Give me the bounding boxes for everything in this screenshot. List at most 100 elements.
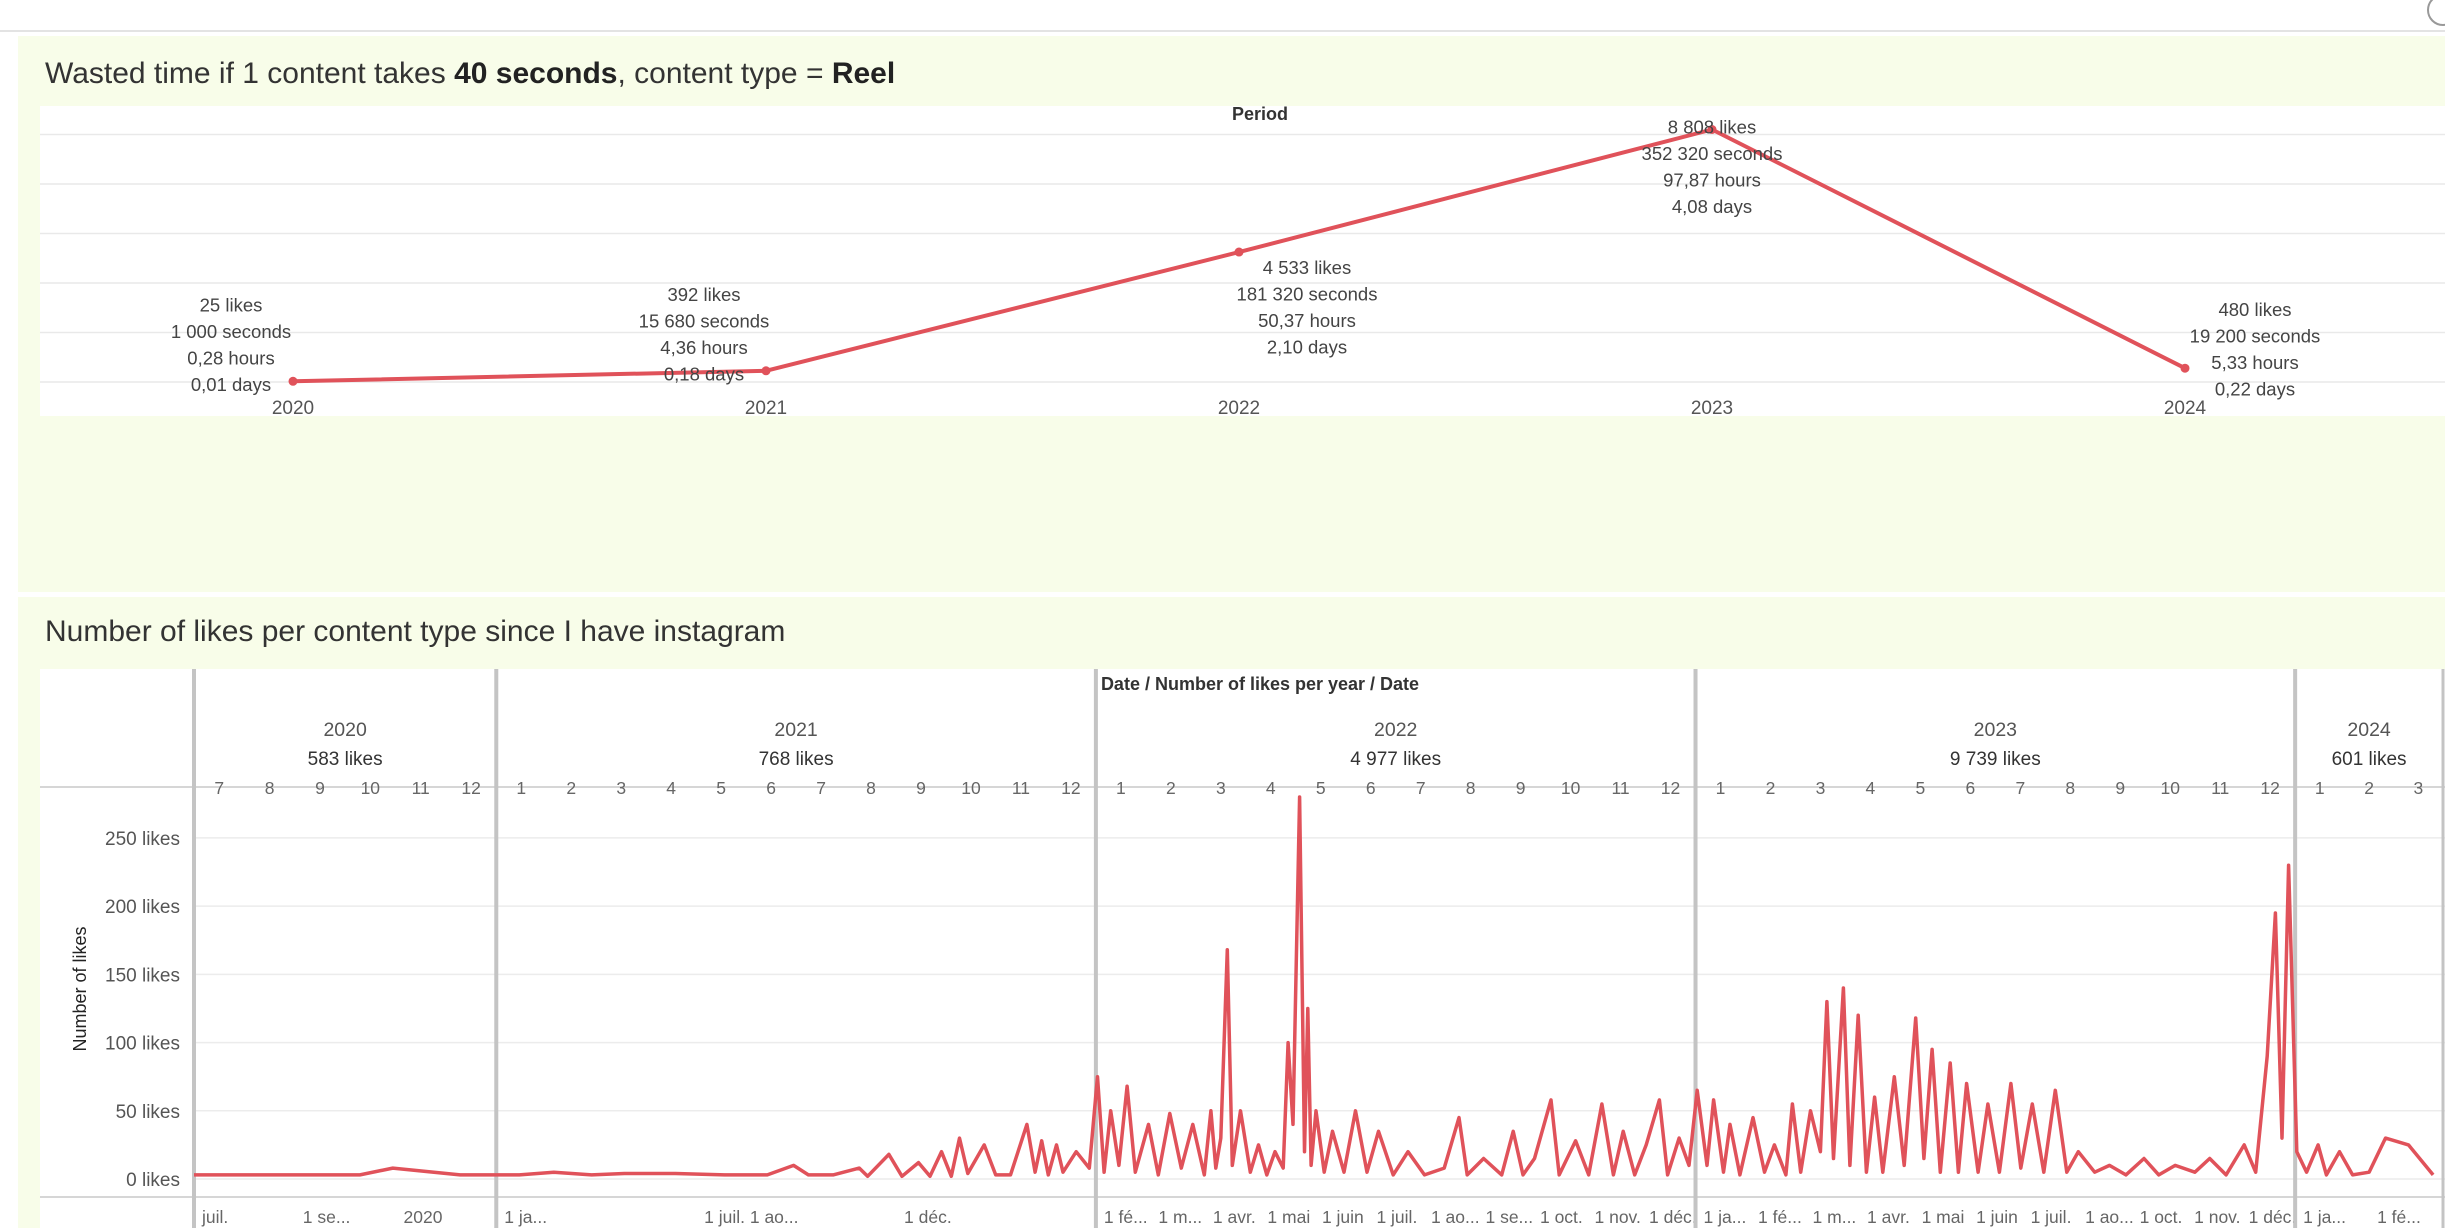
data-label-2023: 352 320 seconds (1642, 143, 1783, 164)
date-axis-label: 1 déc. (904, 1207, 952, 1227)
data-label-2024: 5,33 hours (2211, 352, 2298, 373)
month-label: 6 (766, 778, 776, 798)
month-label: 9 (916, 778, 926, 798)
date-axis-label: 1 mai (1922, 1207, 1965, 1227)
month-label: 7 (214, 778, 224, 798)
data-point-2021 (761, 366, 771, 376)
date-axis-label: 1 ja... (1704, 1207, 1747, 1227)
date-axis-label: 1 déc. (1649, 1207, 1697, 1227)
plot-area (40, 106, 2445, 416)
month-label: 9 (2115, 778, 2125, 798)
date-axis-label: 1 se... (303, 1207, 351, 1227)
y-axis-title: Number of likes (70, 926, 90, 1051)
month-label: 4 (666, 778, 676, 798)
month-label: 11 (412, 778, 430, 798)
y-tick-label: 50 likes (116, 1102, 180, 1123)
year-total-2020: 583 likes (308, 749, 383, 770)
data-label-2024: 19 200 seconds (2190, 326, 2321, 347)
month-label: 5 (716, 778, 726, 798)
date-axis-label: 1 avr. (1867, 1207, 1910, 1227)
date-axis-label: 1 ao... (1431, 1207, 1480, 1227)
data-label-2023: 97,87 hours (1663, 170, 1761, 191)
month-label: 10 (2160, 778, 2180, 798)
date-header: Date / Number of likes per year / Date (1101, 674, 1419, 694)
month-label: 4 (1266, 778, 1276, 798)
data-point-2022 (1234, 247, 1244, 257)
x-tick-2020: 2020 (272, 398, 314, 419)
data-point-2023 (1707, 125, 1717, 135)
data-label-2024: 0,22 days (2215, 379, 2295, 400)
date-axis-label: 1 nov. (1595, 1207, 1641, 1227)
month-label: 12 (1061, 778, 1080, 798)
month-label: 10 (361, 778, 381, 798)
year-total-2021: 768 likes (759, 749, 834, 770)
title-middle: , content type = (617, 57, 832, 90)
y-tick-label: 250 likes (105, 829, 180, 850)
circle-icon (2427, 0, 2445, 26)
data-label-2021: 15 680 seconds (639, 310, 770, 331)
data-label-2023: 4,08 days (1672, 196, 1752, 217)
year-label-2022: 2022 (1374, 719, 1417, 741)
top-toolbar (0, 0, 2445, 32)
data-label-2023: 8 808 likes (1668, 117, 1756, 138)
date-axis-label: 1 avr. (1213, 1207, 1256, 1227)
month-label: 3 (616, 778, 626, 798)
date-axis-label: 1 juin (1322, 1207, 1364, 1227)
y-tick-label: 150 likes (105, 965, 180, 986)
x-tick-2024: 2024 (2164, 398, 2207, 419)
title-prefix: Wasted time if 1 content takes (45, 57, 455, 90)
month-label: 12 (2260, 778, 2279, 798)
likes-per-day-line (194, 795, 2435, 1179)
data-label-2021: 4,36 hours (660, 337, 747, 358)
data-label-2022: 2,10 days (1267, 337, 1347, 358)
date-axis-label: 1 se... (1485, 1207, 1533, 1227)
date-axis-label: 1 m... (1813, 1207, 1857, 1227)
month-label: 8 (1466, 778, 1476, 798)
month-label: 3 (1816, 778, 1826, 798)
month-label: 1 (1716, 778, 1726, 798)
y-tick-label: 0 likes (126, 1170, 180, 1191)
data-label-2020: 0,01 days (191, 374, 271, 395)
period-header: Period (1232, 106, 1288, 124)
month-label: 3 (1216, 778, 1226, 798)
date-axis-label: 1 m... (1158, 1207, 1202, 1227)
month-label: 3 (2413, 778, 2423, 798)
data-label-2021: 0,18 days (664, 363, 744, 384)
x-tick-2022: 2022 (1218, 398, 1260, 419)
month-label: 11 (1611, 778, 1629, 798)
data-point-2024 (2180, 363, 2190, 373)
year-label-2024: 2024 (2347, 719, 2391, 741)
month-label: 2 (2364, 778, 2374, 798)
date-axis-label: 1 ja... (504, 1207, 547, 1227)
date-axis-label: 1 ja... (2303, 1207, 2346, 1227)
data-label-2022: 4 533 likes (1263, 257, 1351, 278)
year-total-2022: 4 977 likes (1350, 749, 1441, 770)
data-label-2020: 0,28 hours (187, 347, 274, 368)
month-label: 1 (1116, 778, 1126, 798)
date-axis-label: 2020 (404, 1207, 443, 1227)
month-label: 8 (2065, 778, 2075, 798)
year-label-2021: 2021 (774, 719, 817, 741)
month-label: 2 (566, 778, 576, 798)
date-axis-label: 1 fé... (1104, 1207, 1148, 1227)
month-label: 11 (1012, 778, 1030, 798)
likes-per-type-panel: Number of likes per content type since I… (18, 597, 2445, 1228)
date-axis-label: 1 ao... (2085, 1207, 2134, 1227)
date-axis-label: 1 fé... (2377, 1207, 2421, 1227)
y-tick-label: 200 likes (105, 897, 180, 918)
month-label: 5 (1316, 778, 1326, 798)
data-label-2021: 392 likes (667, 284, 740, 305)
wasted-time-title: Wasted time if 1 content takes 40 second… (45, 57, 895, 91)
x-tick-2021: 2021 (745, 398, 787, 419)
data-label-2020: 1 000 seconds (171, 321, 291, 342)
month-label: 6 (1366, 778, 1376, 798)
month-label: 8 (866, 778, 876, 798)
data-label-2022: 181 320 seconds (1237, 284, 1378, 305)
date-axis-label: juil. (201, 1207, 228, 1227)
date-axis-label: 1 déc. (2249, 1207, 2297, 1227)
month-label: 5 (1916, 778, 1926, 798)
date-axis-label: 1 oct. (2140, 1207, 2183, 1227)
year-label-2020: 2020 (323, 719, 367, 741)
month-label: 12 (1661, 778, 1680, 798)
date-axis-label: 1 mai (1267, 1207, 1310, 1227)
